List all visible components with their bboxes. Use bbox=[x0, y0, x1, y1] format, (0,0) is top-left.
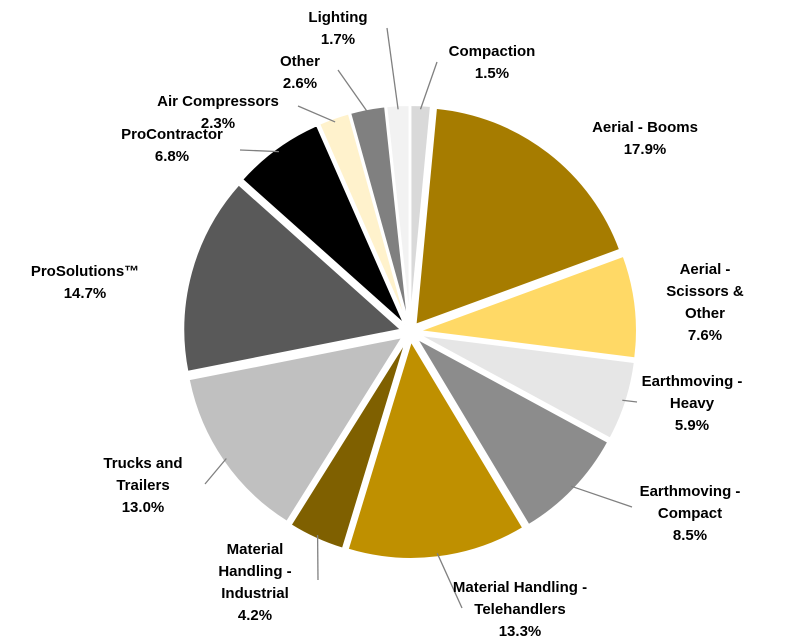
pie-slice bbox=[187, 335, 405, 524]
pie-slice bbox=[418, 254, 638, 360]
slice-label: Earthmoving - Heavy bbox=[642, 373, 743, 412]
pie-slice bbox=[289, 339, 408, 551]
leader-line bbox=[239, 149, 279, 153]
leader-line bbox=[622, 399, 638, 403]
leader-line bbox=[337, 69, 369, 114]
pie-slice bbox=[317, 112, 408, 324]
slice-label-line: Air Compressors bbox=[157, 93, 279, 110]
slice-label-line: Aerial - bbox=[680, 261, 731, 278]
slice-label-line: ProContractor bbox=[121, 126, 223, 143]
leader-line bbox=[436, 553, 463, 609]
pie-slice bbox=[348, 105, 410, 324]
slice-value-label: 5.9% bbox=[675, 417, 709, 434]
leader-line bbox=[419, 61, 438, 110]
slice-label: Lighting bbox=[308, 9, 367, 26]
slice-value-label: 17.9% bbox=[624, 141, 667, 158]
pie-slice bbox=[240, 123, 406, 326]
leader-line bbox=[386, 27, 399, 110]
slice-label-line: Material Handling - bbox=[453, 579, 587, 596]
slice-label-line: Earthmoving - bbox=[642, 373, 743, 390]
slice-label-line: ProSolutions™ bbox=[31, 263, 139, 280]
pie-slice bbox=[418, 333, 636, 440]
slice-label-line: Other bbox=[685, 305, 725, 322]
slice-label-line: Handling - bbox=[218, 563, 291, 580]
slice-value-label: 6.8% bbox=[155, 148, 189, 165]
slice-label-line: Trucks and bbox=[103, 455, 182, 472]
slice-label: Earthmoving - Compact bbox=[640, 483, 741, 522]
slice-value-label: 13.3% bbox=[499, 623, 542, 640]
leader-line bbox=[204, 458, 227, 485]
leader-line bbox=[570, 485, 633, 508]
slice-value-label: 14.7% bbox=[64, 285, 107, 302]
slice-label-line: Earthmoving - bbox=[640, 483, 741, 500]
slice-value-label: 7.6% bbox=[688, 327, 722, 344]
slice-label-line: Heavy bbox=[670, 395, 715, 412]
slice-label-line: Telehandlers bbox=[474, 601, 565, 618]
slice-label-line: Material bbox=[227, 541, 284, 558]
pie-slice bbox=[346, 338, 525, 560]
slice-label: Material Handling - Telehandlers bbox=[453, 579, 587, 618]
slice-label: Other bbox=[280, 53, 320, 70]
slice-value-label: 1.5% bbox=[475, 65, 509, 82]
slice-value-label: 1.7% bbox=[321, 31, 355, 48]
slice-value-label: 2.6% bbox=[283, 75, 317, 92]
slice-label: Aerial - Scissors & Other bbox=[666, 261, 744, 322]
pie-slice bbox=[414, 106, 622, 327]
slice-label: Compaction bbox=[449, 43, 536, 60]
slice-label: ProSolutions™ bbox=[31, 263, 139, 280]
slice-label-line: Scissors & bbox=[666, 283, 744, 300]
slice-value-label: 4.2% bbox=[238, 607, 272, 624]
slice-value-label: 2.3% bbox=[201, 115, 235, 132]
pie-slice bbox=[413, 335, 610, 527]
slice-label-line: Aerial - Booms bbox=[592, 119, 698, 136]
slice-label: Aerial - Booms bbox=[592, 119, 698, 136]
pie-slice bbox=[182, 183, 404, 373]
slice-label-line: Trailers bbox=[116, 477, 169, 494]
slice-value-label: 8.5% bbox=[673, 527, 707, 544]
slice-label: Air Compressors bbox=[157, 93, 279, 110]
slice-label-line: Industrial bbox=[221, 585, 289, 602]
slice-label-line: Lighting bbox=[308, 9, 367, 26]
slice-label: ProContractor bbox=[121, 126, 223, 143]
slice-label: Material Handling - Industrial bbox=[218, 541, 291, 602]
leader-line bbox=[297, 105, 336, 123]
slice-value-label: 13.0% bbox=[122, 499, 165, 516]
slice-label-line: Other bbox=[280, 53, 320, 70]
slice-label: Trucks and Trailers bbox=[103, 455, 182, 494]
slice-label-line: Compaction bbox=[449, 43, 536, 60]
slice-label-line: Compact bbox=[658, 505, 722, 522]
